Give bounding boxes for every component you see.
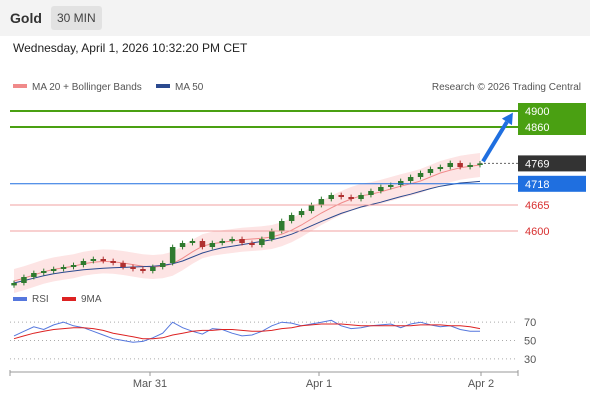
ma50-line: [13, 180, 481, 284]
candle-body: [328, 195, 334, 199]
rsi-legend: RSI 9MA: [13, 294, 102, 305]
candle-body: [169, 247, 176, 263]
rsi-plot: 70 50 30: [10, 317, 536, 366]
candle-body: [50, 269, 57, 271]
candle-body: [100, 259, 106, 261]
x-axis: Mar 31 Apr 1 Apr 2: [9, 370, 519, 390]
candle-body: [457, 163, 463, 167]
candle-body: [209, 243, 216, 247]
last-price-box: [518, 155, 586, 172]
candle-body: [110, 261, 116, 263]
candle-body: [21, 277, 27, 283]
legend-rsi-label: RSI: [32, 294, 49, 305]
candle-body: [477, 163, 483, 165]
candle-body: [447, 163, 453, 167]
timestamp: Wednesday, April 1, 2026 10:32:20 PM CET: [13, 41, 248, 55]
candle-body: [417, 173, 424, 177]
last-price-label: 4769: [525, 158, 549, 170]
candle-body: [388, 185, 394, 187]
candle-body: [90, 259, 97, 261]
candle-body: [358, 195, 364, 199]
candle-body: [279, 221, 285, 231]
credit-text: Research © 2026 Trading Central: [432, 82, 581, 93]
candle-body: [179, 243, 186, 247]
legend-rsi-swatch: [13, 297, 27, 301]
candle-body: [229, 239, 235, 241]
rsi-line: [13, 319, 480, 343]
target-level-label: 4900: [525, 106, 549, 118]
ma20-line: [13, 164, 481, 282]
legend-bollinger-swatch: [13, 84, 27, 88]
candle-body: [427, 169, 434, 173]
candle-body: [120, 263, 126, 267]
target-arrow-head: [501, 112, 513, 126]
candle-body: [41, 271, 47, 273]
legend-ma50-label: MA 50: [175, 82, 204, 93]
candle-body: [219, 241, 225, 243]
candle-body: [70, 265, 77, 267]
legend-bollinger-label: MA 20 + Bollinger Bands: [32, 82, 142, 93]
candle-body: [288, 215, 295, 221]
legend-rsi-ma-swatch: [62, 297, 76, 301]
candle-body: [239, 239, 245, 243]
timeframe-button[interactable]: 30 MIN: [51, 6, 102, 30]
candle-body: [80, 261, 87, 265]
target-level-label: 4860: [525, 122, 549, 134]
candle-body: [249, 243, 255, 245]
rsi-tick-label: 70: [524, 317, 536, 329]
target-level-box: [518, 103, 586, 119]
candle-body: [368, 191, 374, 195]
candle-body: [11, 283, 17, 286]
candle-body: [348, 197, 354, 199]
candle-body: [160, 263, 166, 267]
rsi-tick-label: 30: [524, 354, 536, 366]
x-tick-label: Apr 2: [468, 378, 494, 390]
candle-body: [467, 165, 473, 167]
candle-body: [60, 267, 67, 269]
candle-body: [308, 205, 315, 211]
candle-body: [437, 167, 444, 169]
top-bar: Gold 30 MIN: [0, 0, 590, 36]
main-legend: MA 20 + Bollinger Bands MA 50 Research ©…: [13, 82, 581, 93]
asset-name: Gold: [10, 10, 42, 26]
pivot-level-box: [518, 175, 586, 192]
candle-body: [338, 195, 344, 197]
rsi-tick-label: 50: [524, 336, 536, 348]
candle-body: [130, 267, 136, 269]
target-level-box: [518, 119, 586, 135]
candle-body: [398, 181, 404, 185]
bollinger-band-area: [14, 153, 480, 293]
candle-body: [298, 211, 305, 215]
pivot-level-label: 4718: [525, 179, 549, 191]
support-level-label: 4600: [525, 226, 549, 238]
candle-body: [199, 241, 206, 247]
candle-body: [31, 273, 37, 277]
candle-body: [378, 187, 384, 191]
support-level-label: 4665: [525, 200, 549, 212]
candle-body: [150, 267, 156, 271]
candle-body: [318, 199, 325, 205]
x-tick-label: Apr 1: [306, 378, 332, 390]
candle-body: [259, 239, 265, 245]
legend-rsi-ma-label: 9MA: [81, 294, 102, 305]
target-arrow-shaft: [481, 120, 509, 163]
candle-body: [189, 241, 196, 243]
candle-body: [407, 177, 414, 181]
rsi-ma-line: [13, 323, 481, 340]
legend-ma50-swatch: [156, 84, 170, 88]
candle-body: [269, 231, 275, 239]
x-tick-label: Mar 31: [133, 378, 167, 390]
price-levels: 4900 4860 4769 4718 4665 4600: [10, 103, 586, 238]
price-plot: [11, 153, 483, 293]
candle-body: [140, 269, 146, 271]
